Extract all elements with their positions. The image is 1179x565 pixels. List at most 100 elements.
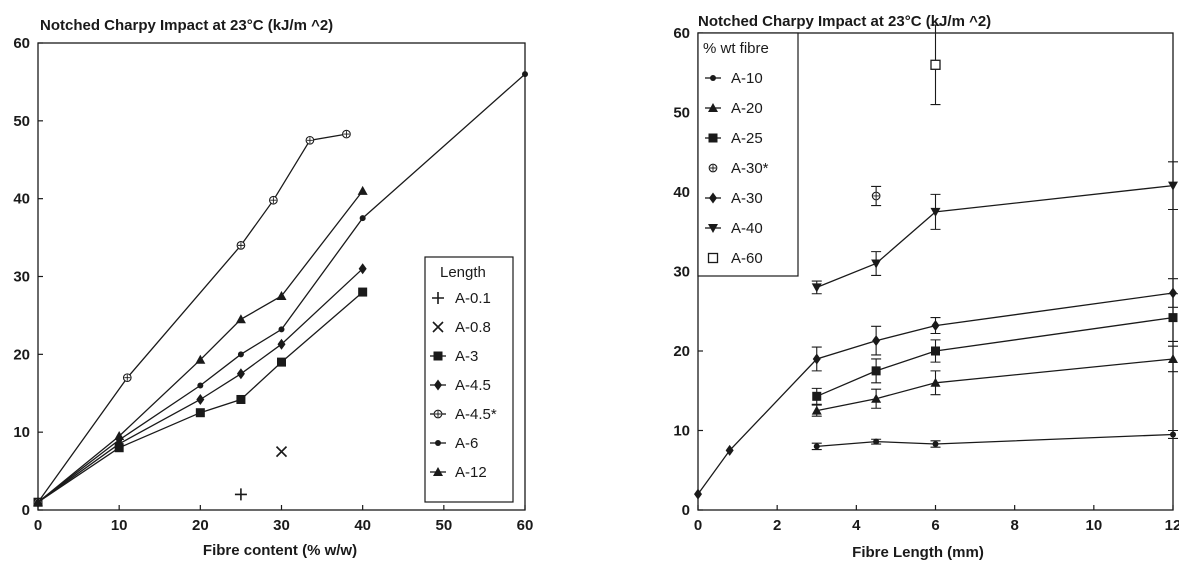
chart-left-point-a-4-5-star [236, 241, 246, 250]
chart-left-series-line-a-4-5-star [37, 133, 347, 503]
chart-left-x-tick-label: 10 [111, 517, 128, 534]
chart-right-y-tick-label: 60 [673, 25, 690, 42]
chart-right-legend-label-a-60: A-60 [731, 250, 763, 267]
chart-left-point-a-4-5 [358, 263, 367, 275]
chart-left-legend-label-a-0-8: A-0.8 [455, 319, 491, 336]
chart-left-point-a-6 [359, 215, 366, 222]
chart-right-legend [697, 32, 799, 277]
chart-left-series-line-a-12 [37, 190, 364, 503]
chart-right-legend-label-a-10: A-10 [731, 70, 763, 87]
chart-left-point-a-4-5 [196, 393, 205, 405]
chart-left-point-a-4-5-star [342, 129, 351, 139]
chart-right-point-a-40 [811, 283, 822, 293]
chart-left-point-a-6 [197, 382, 204, 389]
chart-left-legend-label-a-4-5-star: A-4.5* [455, 406, 497, 423]
chart-left-point-a-3 [358, 287, 368, 297]
chart-right-point-a-10 [813, 443, 820, 450]
chart-right-legend-marker-a-30-star [708, 163, 718, 173]
chart-right-y-tick-label: 10 [673, 423, 690, 440]
chart-right-point-a-30 [872, 335, 881, 347]
chart-left-legend-marker-a-12 [433, 467, 443, 476]
chart-right-series-line-a-25 [816, 316, 1174, 397]
chart-right-y-tick-label: 50 [673, 105, 690, 122]
chart-right-x-tick-label: 10 [1085, 517, 1102, 534]
chart-right-x-tick-label: 4 [852, 517, 861, 534]
chart-left-point-a-0-8 [275, 446, 288, 458]
chart-left-y-tick-label: 30 [13, 269, 30, 286]
chart-right-point-a-30 [1169, 287, 1177, 299]
chart-right-point-a-40 [1168, 181, 1178, 191]
chart-left-point-a-6 [278, 326, 285, 333]
chart-left-y-tick-label: 40 [13, 191, 30, 208]
chart-right-x-tick-label: 2 [773, 517, 781, 534]
chart-left-point-a-3 [236, 394, 246, 404]
chart-right-point-a-60 [930, 59, 941, 70]
chart-right-point-a-40 [871, 259, 882, 269]
chart-right-series-line-a-10 [816, 433, 1174, 448]
chart-right-point-a-10 [873, 438, 880, 445]
chart-left-series-line-a-4-5 [37, 268, 364, 503]
chart-left-point-a-4-5-star [305, 135, 315, 145]
chart-right-series-line-a-30 [697, 292, 1174, 495]
chart-left-point-a-12 [276, 290, 287, 300]
chart-left-y-tick-label: 50 [13, 113, 30, 130]
chart-left-point-a-12 [357, 185, 368, 195]
chart-right-x-tick-label: 0 [694, 517, 702, 534]
chart-left-legend-label-a-0-1: A-0.1 [455, 290, 491, 307]
chart-left-title: Notched Charpy Impact at 23°C (kJ/m ^2) [40, 17, 333, 34]
chart-left-y-tick-label: 60 [13, 35, 30, 52]
chart-left-x-axis-label: Fibre content (% w/w) [203, 542, 357, 559]
chart-right-series-line-a-20 [816, 358, 1174, 412]
chart-right-y-tick-label: 40 [673, 184, 690, 201]
chart-left-x-tick-label: 30 [273, 517, 290, 534]
chart-right-legend-marker-a-30 [709, 192, 717, 204]
chart-right-legend-label-a-20: A-20 [731, 100, 763, 117]
chart-right-point-a-25 [931, 346, 940, 356]
chart-right-point-a-25 [1168, 313, 1178, 323]
chart-left-legend-label-a-3: A-3 [455, 348, 478, 365]
chart-right-point-a-20 [811, 405, 822, 415]
chart-right-x-tick-label: 8 [1010, 517, 1018, 534]
chart-right-point-a-20 [930, 377, 941, 387]
chart-right-x-tick-label: 6 [931, 517, 939, 534]
chart-left-legend-marker-a-4-5 [434, 379, 442, 391]
chart-left-point-a-0-1 [234, 488, 247, 501]
chart-left-legend-marker-a-0-8 [432, 321, 444, 333]
chart-right-legend-marker-a-10 [710, 75, 716, 81]
chart-left-point-a-4-5-star [269, 195, 278, 205]
chart-left-x-tick-label: 40 [354, 517, 371, 534]
chart-left-legend-marker-a-3 [433, 351, 443, 361]
chart-right-legend-label-a-25: A-25 [731, 130, 763, 147]
chart-right-x-tick-label: 12 [1165, 517, 1179, 534]
chart-left-point-a-3 [277, 357, 286, 367]
chart-right-point-a-10 [1170, 431, 1176, 438]
chart-left-fibre-content: Notched Charpy Impact at 23°C (kJ/m ^2) … [13, 17, 533, 559]
chart-left-legend-title: Length [440, 264, 486, 281]
chart-left-point-a-4-5 [236, 368, 245, 380]
chart-right-legend-marker-a-60 [707, 252, 719, 264]
chart-right-point-a-25 [812, 391, 822, 401]
chart-right-y-tick-label: 0 [682, 502, 690, 519]
chart-left-x-tick-label: 20 [192, 517, 209, 534]
chart-left-legend-label-a-6: A-6 [455, 435, 478, 452]
chart-left-y-tick-label: 20 [13, 346, 30, 363]
chart-right-series-line-a-40 [816, 184, 1174, 289]
chart-left-y-tick-label: 0 [22, 502, 30, 519]
chart-right-point-a-30 [694, 488, 702, 500]
chart-left-point-a-12 [235, 314, 246, 324]
chart-right-legend-label-a-30: A-30 [731, 190, 763, 207]
chart-left-y-tick-label: 10 [13, 424, 30, 441]
chart-right-y-tick-label: 30 [673, 264, 690, 281]
chart-left-point-a-12 [33, 497, 43, 507]
chart-right-legend-marker-a-20 [708, 103, 718, 112]
chart-left-legend-marker-a-0-1 [432, 292, 444, 304]
chart-right-point-a-40 [930, 207, 941, 217]
chart-right-point-a-30 [725, 444, 734, 456]
chart-right-x-axis-label: Fibre Length (mm) [852, 544, 984, 561]
chart-left-point-a-4-5 [277, 338, 286, 350]
chart-left-point-a-6 [237, 351, 244, 358]
chart-left-point-a-4-5-star [122, 373, 132, 383]
chart-left-series-line-a-3 [37, 291, 364, 503]
chart-right-point-a-25 [871, 366, 881, 376]
chart-left-legend-label-a-12: A-12 [455, 464, 487, 481]
